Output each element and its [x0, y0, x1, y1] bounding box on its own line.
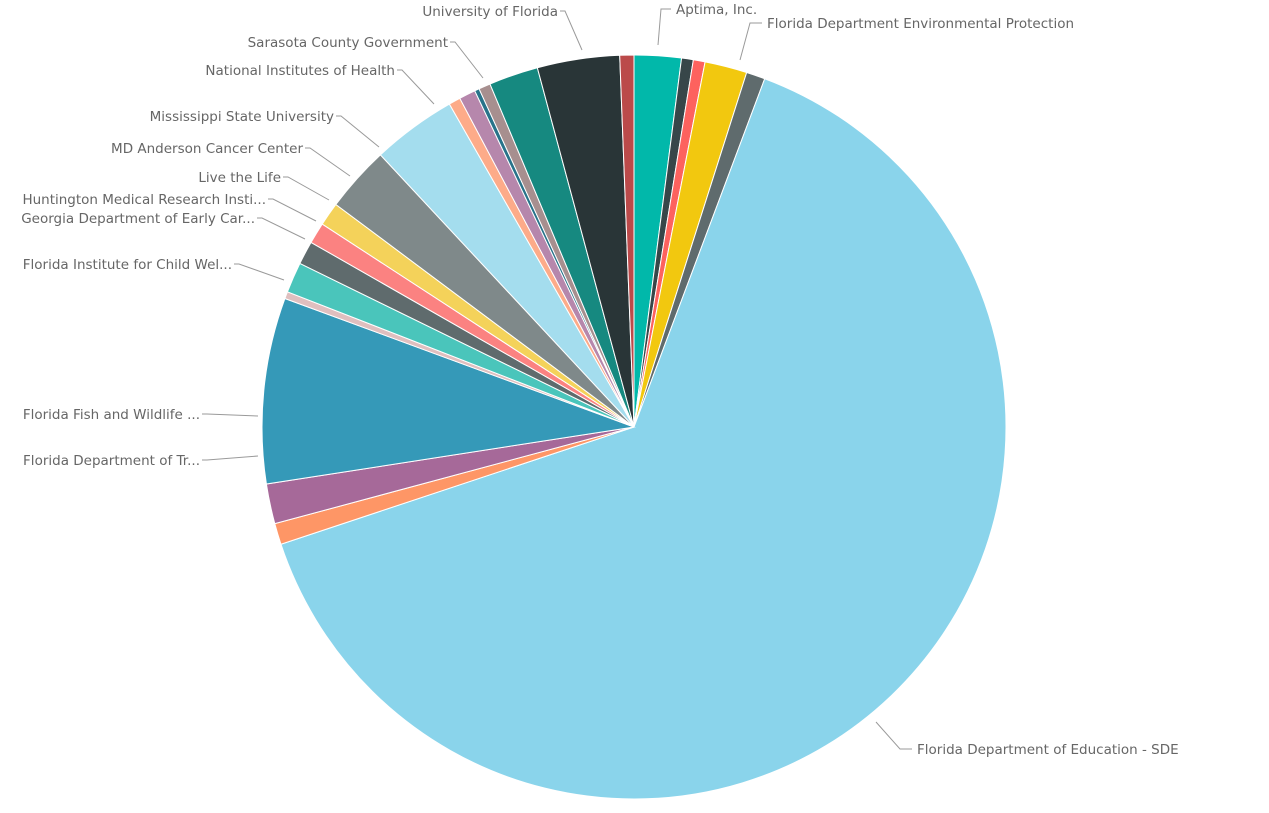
slice-label: Mississippi State University — [150, 109, 334, 125]
label-leader-line — [739, 22, 762, 61]
label-leader-line — [257, 217, 306, 240]
slice-label: University of Florida — [422, 4, 558, 20]
label-leader-line — [397, 69, 435, 105]
slice-label: Live the Life — [198, 170, 281, 186]
slice-label: Huntington Medical Research Insti... — [22, 192, 266, 208]
label-leader-line — [336, 115, 380, 148]
pie-slice[interactable] — [619, 54, 635, 428]
label-leader-line — [202, 455, 259, 461]
slice-label: Florida Institute for Child Wel... — [23, 257, 232, 273]
slice-label: Florida Department of Tr... — [23, 453, 200, 469]
label-leader-line — [450, 41, 484, 79]
slice-label: Florida Fish and Wildlife ... — [23, 407, 200, 423]
label-leader-line — [560, 10, 583, 51]
slice-labels: Aptima, Inc. Florida Department Environme… — [21, 2, 1178, 758]
label-leader-line — [202, 413, 259, 417]
label-leader-line — [875, 721, 912, 750]
label-leader-line — [305, 147, 351, 177]
label-leader-line — [234, 263, 285, 281]
slice-label: Aptima, Inc. — [676, 2, 757, 18]
pie-slice[interactable] — [280, 78, 1007, 800]
slice-label: Florida Department Environmental Protect… — [767, 16, 1074, 32]
pie-slices — [261, 54, 1007, 800]
slice-label: Florida Department of Education - SDE — [917, 742, 1179, 758]
label-leader-line — [283, 176, 330, 201]
pie-slice[interactable] — [261, 297, 636, 485]
slice-label: National Institutes of Health — [205, 63, 395, 79]
slice-label: Georgia Department of Early Car... — [21, 211, 255, 227]
label-leader-line — [657, 8, 671, 46]
slice-label: MD Anderson Cancer Center — [111, 141, 303, 157]
slice-label: Sarasota County Government — [248, 35, 448, 51]
label-leader-line — [268, 198, 317, 222]
